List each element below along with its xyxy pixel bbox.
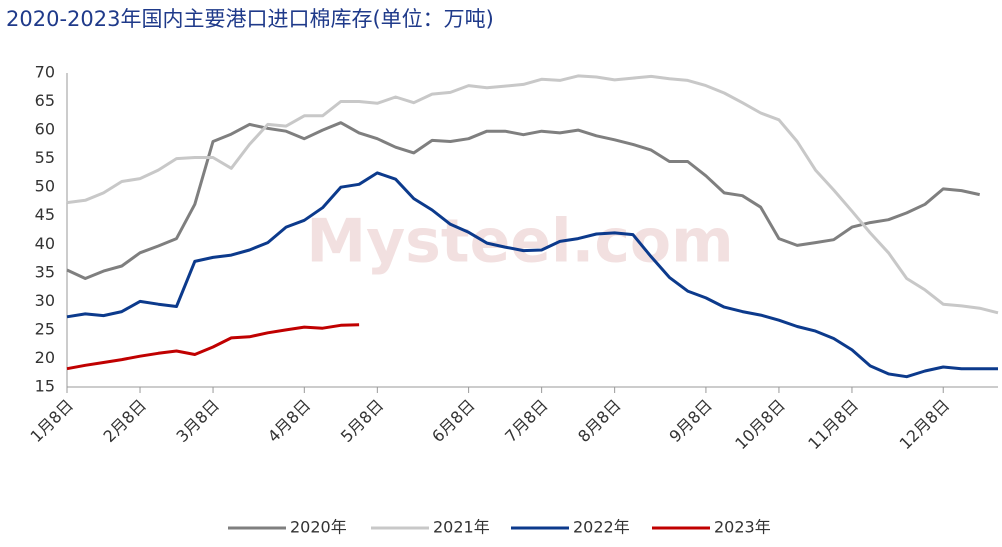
x-tick-label: 10月8日 xyxy=(731,396,789,454)
watermark: Mysteel.com xyxy=(306,207,733,277)
legend-label: 2023年 xyxy=(714,518,771,537)
series-line xyxy=(66,121,981,280)
x-tick-label: 1月8日 xyxy=(27,396,77,446)
legend-label: 2022年 xyxy=(573,518,630,537)
x-tick-label: 6月8日 xyxy=(428,396,478,446)
series-line xyxy=(66,323,360,371)
legend-label: 2020年 xyxy=(290,518,347,537)
x-tick-label: 11月8日 xyxy=(804,396,862,454)
x-tick-label: 12月8日 xyxy=(896,396,954,454)
x-tick-label: 3月8日 xyxy=(173,396,223,446)
x-tick-label: 8月8日 xyxy=(574,396,624,446)
y-tick-label: 70 xyxy=(35,63,55,82)
series-line xyxy=(66,171,998,379)
y-tick-label: 40 xyxy=(35,234,55,253)
y-tick-label: 20 xyxy=(35,348,55,367)
y-tick-label: 60 xyxy=(35,120,55,139)
y-tick-label: 25 xyxy=(35,319,55,338)
y-tick-label: 65 xyxy=(35,91,55,110)
y-tick-label: 35 xyxy=(35,262,55,281)
chart-title: 2020-2023年国内主要港口进口棉库存(单位：万吨) xyxy=(6,7,494,31)
x-tick-label: 5月8日 xyxy=(337,396,387,446)
y-tick-label: 30 xyxy=(35,291,55,310)
y-tick-label: 15 xyxy=(35,377,55,396)
series-line xyxy=(66,74,999,315)
x-tick-label: 4月8日 xyxy=(264,396,314,446)
legend-label: 2021年 xyxy=(433,518,490,537)
y-tick-label: 45 xyxy=(35,205,55,224)
y-tick-label: 55 xyxy=(35,148,55,167)
y-tick-label: 50 xyxy=(35,177,55,196)
x-tick-label: 7月8日 xyxy=(501,396,551,446)
x-tick-label: 9月8日 xyxy=(665,396,715,446)
x-tick-label: 2月8日 xyxy=(100,396,150,446)
